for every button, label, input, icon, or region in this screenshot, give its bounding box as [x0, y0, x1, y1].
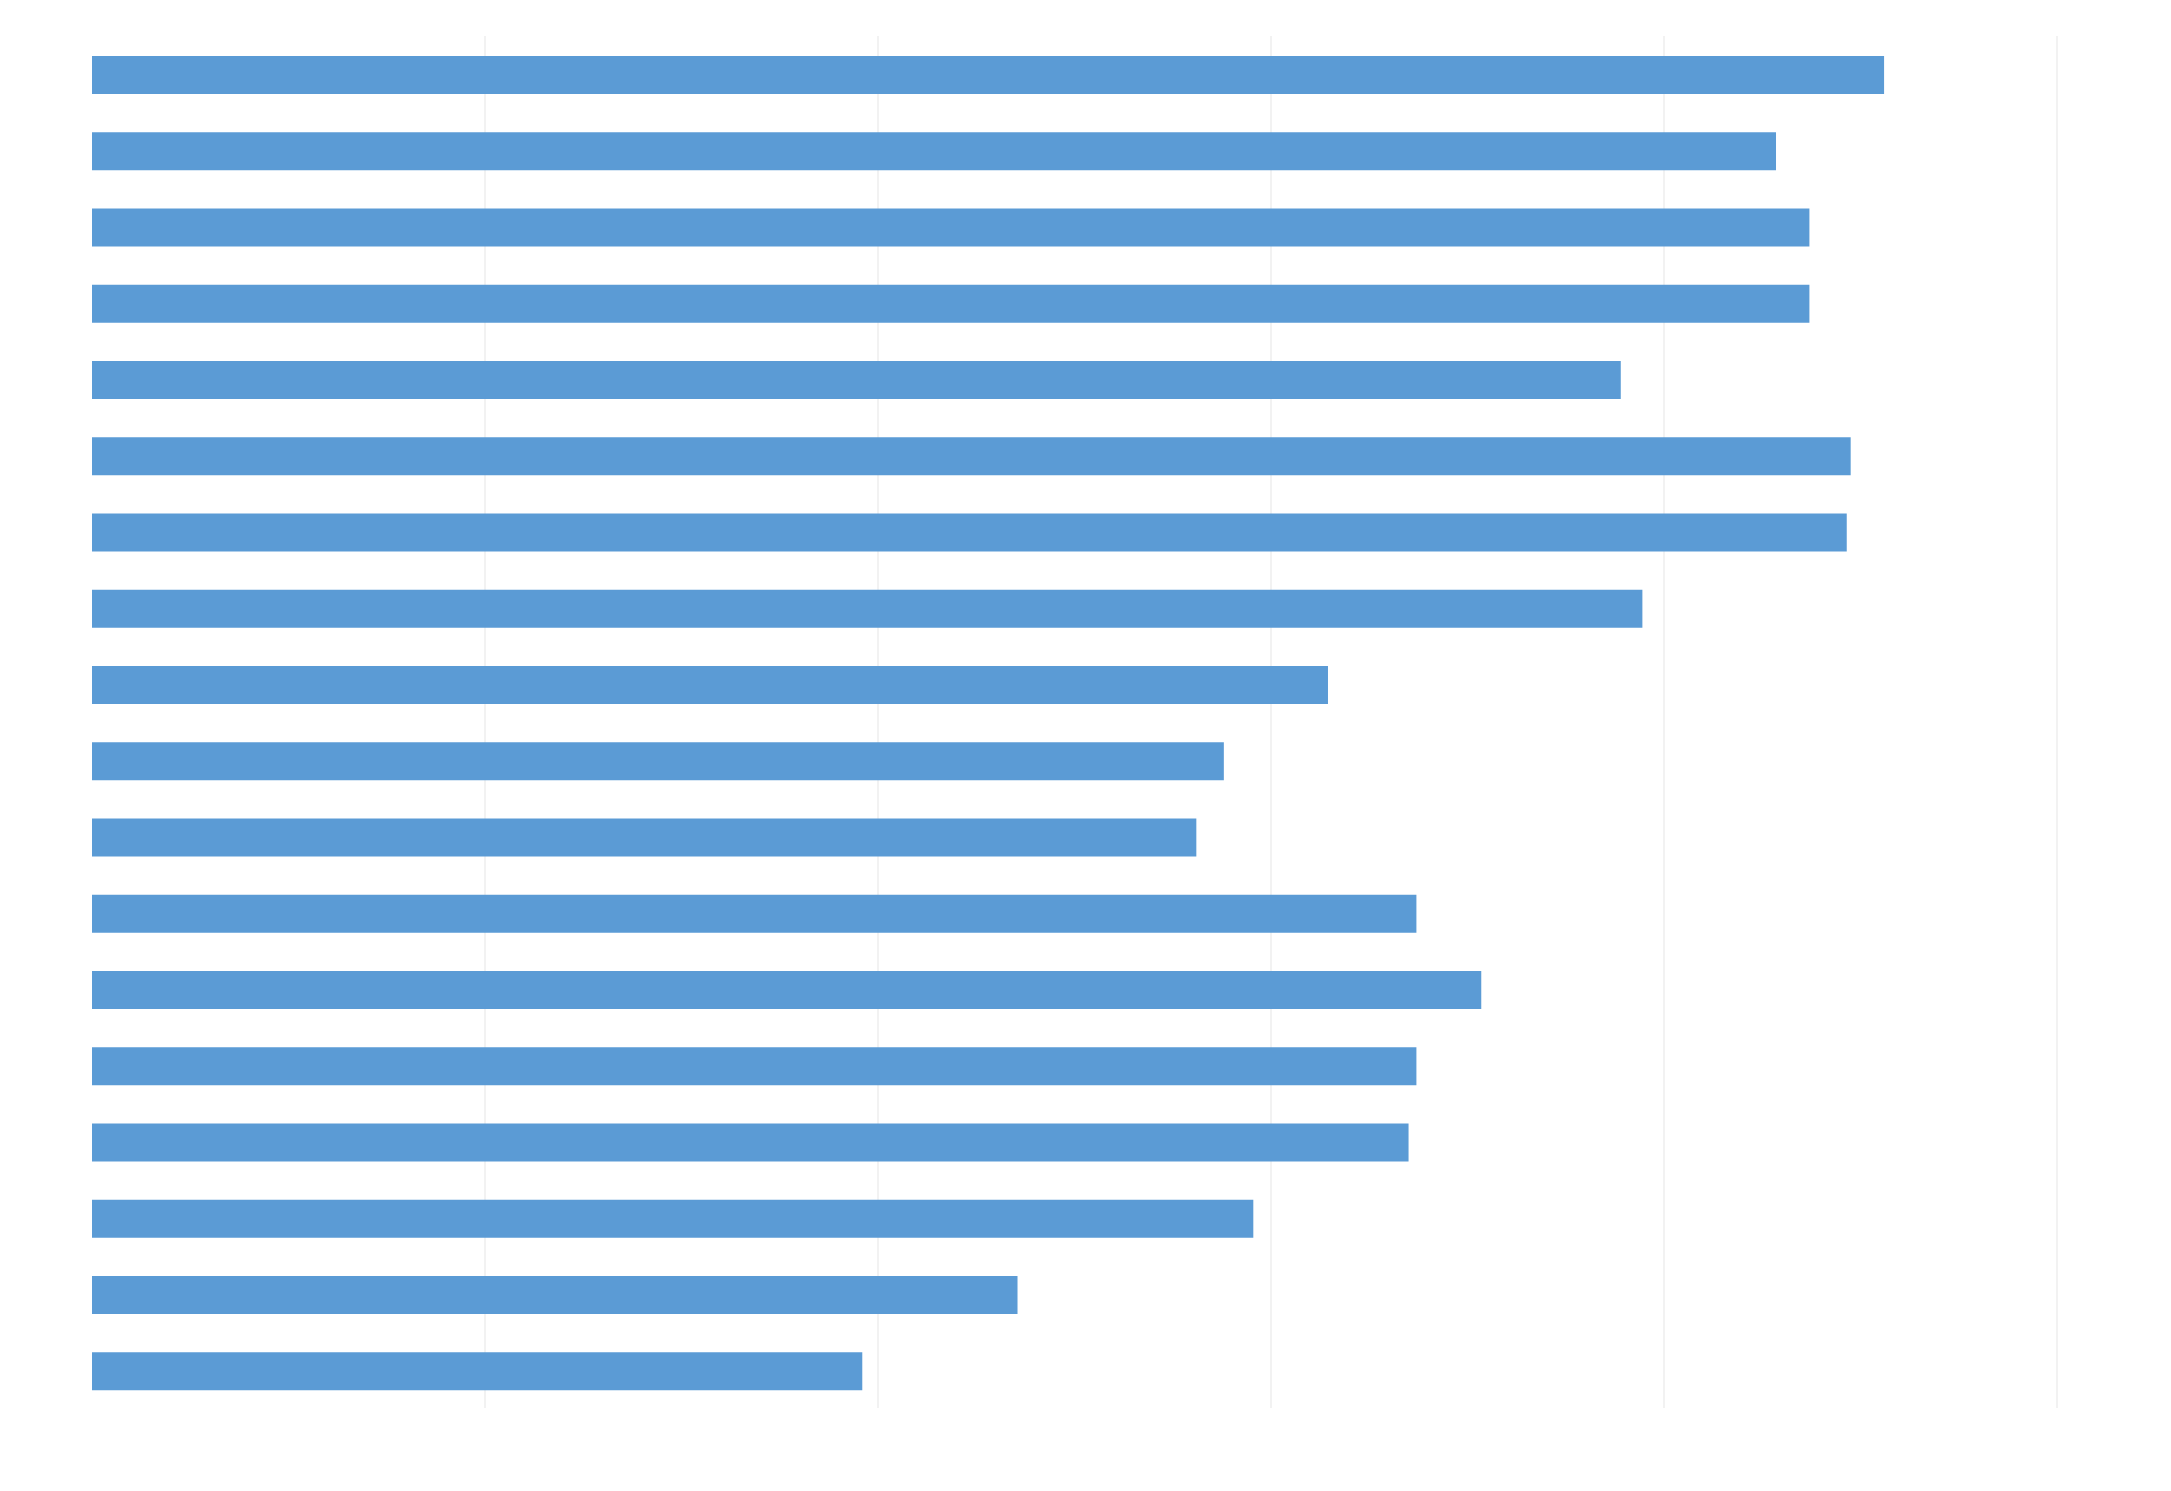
bar-14	[92, 1047, 1417, 1086]
bar-12	[92, 894, 1417, 933]
bar-4	[92, 284, 1810, 323]
bar-10	[92, 742, 1224, 781]
bar-15	[92, 1123, 1409, 1162]
bar-2	[92, 132, 1777, 171]
bar-9	[92, 666, 1328, 704]
bar-11	[92, 818, 1197, 857]
gridlines	[484, 36, 2058, 1408]
bar-5	[92, 361, 1621, 399]
bar-8	[92, 589, 1643, 628]
bar-17	[92, 1276, 1018, 1314]
bar-7	[92, 513, 1847, 552]
bar-16	[92, 1199, 1254, 1238]
bars	[92, 56, 1885, 1391]
bar-6	[92, 437, 1851, 476]
bar-3	[92, 208, 1810, 247]
bar-18	[92, 1352, 863, 1391]
bar-1	[92, 56, 1885, 94]
bar-13	[92, 971, 1482, 1009]
